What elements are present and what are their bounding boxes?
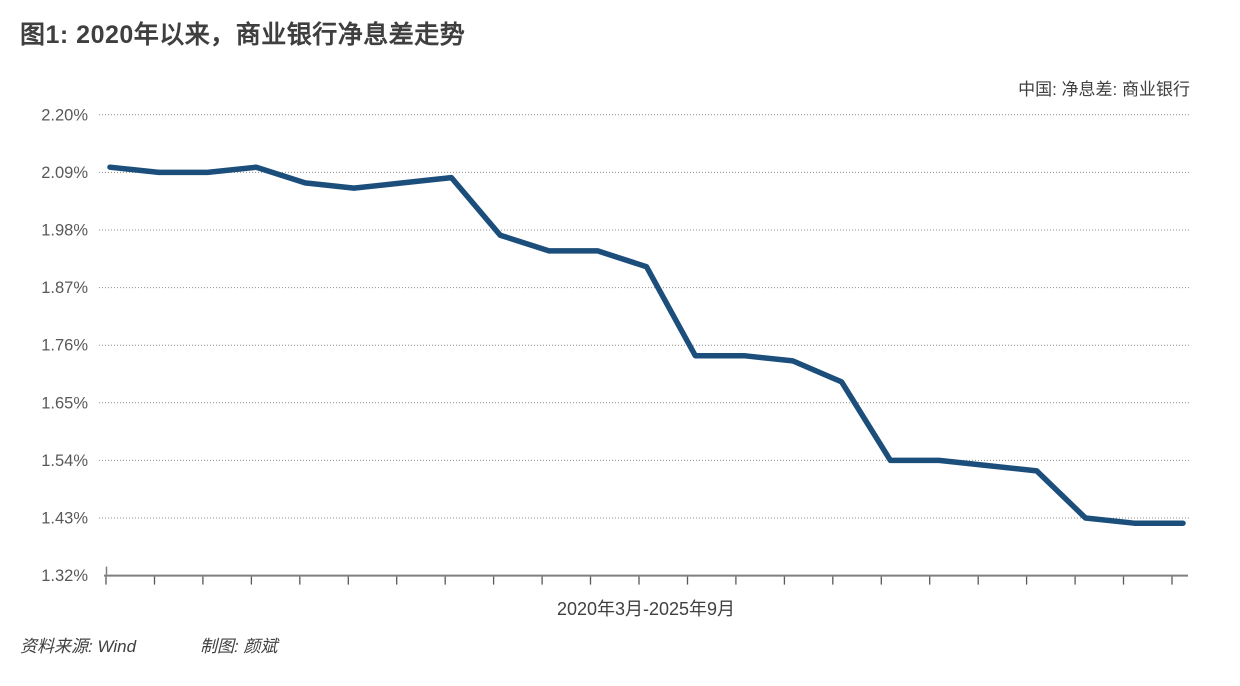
series-legend-label: 中国: 净息差: 商业银行 <box>1018 80 1190 99</box>
credit-note: 制图: 颜斌 <box>200 637 278 656</box>
y-axis-tick-label: 1.98% <box>41 222 88 240</box>
y-axis-tick-label: 2.09% <box>41 164 88 182</box>
chart-title: 图1: 2020年以来，商业银行净息差走势 <box>20 21 466 49</box>
y-axis-tick-label: 1.65% <box>41 394 88 412</box>
x-axis-label: 2020年3月-2025年9月 <box>556 599 736 619</box>
y-axis-tick-label: 2.20% <box>41 106 88 124</box>
y-axis-tick-label: 1.43% <box>41 510 88 528</box>
y-axis-tick-label: 1.54% <box>41 452 88 470</box>
source-note: 资料来源: Wind <box>20 637 137 656</box>
y-axis-tick-label: 1.76% <box>41 337 88 355</box>
y-axis-tick-label: 1.32% <box>41 567 88 585</box>
footer: 资料来源: Wind 制图: 颜斌 <box>0 632 1240 662</box>
y-axis-tick-label: 1.87% <box>41 279 88 297</box>
nim-series-line <box>107 164 1186 526</box>
